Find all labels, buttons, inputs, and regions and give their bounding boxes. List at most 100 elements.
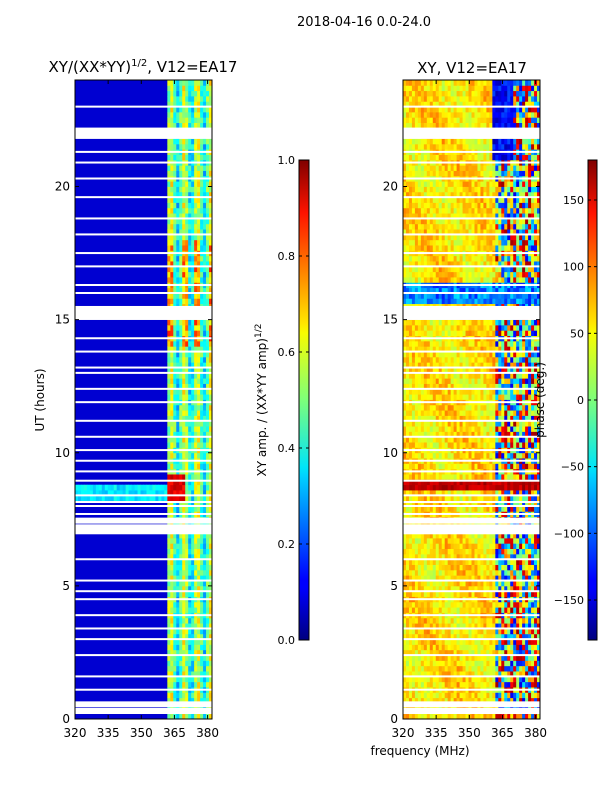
- amplitude-cell: [203, 484, 207, 491]
- amplitude-cell: [194, 569, 198, 576]
- phase-cell: [447, 564, 452, 571]
- amplitude-cell: [200, 362, 204, 368]
- phase-cell: [450, 585, 455, 592]
- phase-cell: [423, 426, 428, 432]
- amplitude-cell: [176, 506, 180, 512]
- phase-cell: [486, 500, 490, 507]
- phase-cell: [411, 617, 416, 624]
- amplitude-cell: [191, 186, 195, 193]
- amplitude-cell: [206, 229, 210, 235]
- phase-cell: [471, 601, 475, 608]
- phase-cell: [513, 559, 517, 565]
- phase-cell: [483, 388, 487, 395]
- phase-cell: [453, 676, 458, 683]
- amplitude-cell: [209, 378, 212, 384]
- phase-cell: [498, 426, 502, 432]
- phase-cell: [447, 644, 452, 651]
- phase-cell: [429, 532, 434, 539]
- phase-cell: [468, 484, 472, 491]
- amplitude-cell: [197, 319, 201, 326]
- amplitude-cell: [203, 543, 207, 549]
- phase-cell: [450, 713, 455, 719]
- phase-cell: [468, 580, 472, 587]
- phase-cell: [462, 671, 466, 677]
- amplitude-cell: [194, 532, 198, 539]
- phase-cell: [483, 649, 487, 656]
- amplitude-cell: [197, 633, 201, 640]
- phase-cell: [492, 681, 496, 688]
- phase-cell: [480, 372, 484, 379]
- phase-cell: [438, 607, 443, 613]
- phase-cell: [403, 388, 407, 395]
- amplitude-cell: [170, 191, 174, 198]
- phase-cell: [531, 617, 535, 624]
- amplitude-cell: [140, 495, 144, 502]
- phase-cell: [432, 420, 437, 427]
- phase-cell: [495, 500, 499, 507]
- phase-cell: [486, 676, 490, 683]
- phase-cell: [456, 553, 460, 560]
- amplitude-cell: [116, 490, 121, 496]
- phase-cell: [471, 649, 475, 656]
- amplitude-cell: [203, 346, 207, 352]
- phase-cell: [531, 404, 535, 411]
- phase-cell: [438, 410, 443, 416]
- amplitude-cell: [203, 628, 207, 635]
- phase-cell: [513, 463, 517, 470]
- amplitude-cell: [179, 202, 183, 209]
- amplitude-cell: [170, 367, 174, 374]
- amplitude-cell: [209, 591, 212, 597]
- phase-cell: [516, 607, 520, 613]
- amplitude-cell: [167, 671, 171, 677]
- amplitude-cell: [182, 548, 186, 555]
- amplitude-colorbar-tick-label: 0.8: [278, 250, 296, 263]
- amplitude-cell: [200, 154, 204, 161]
- phase-cell: [501, 436, 505, 443]
- amplitude-cell: [191, 218, 195, 225]
- amplitude-cell: [173, 85, 177, 92]
- amplitude-cell: [119, 495, 124, 502]
- phase-cell: [417, 569, 422, 576]
- phase-cell: [405, 404, 410, 411]
- phase-cell: [480, 495, 484, 502]
- amplitude-cell: [206, 442, 210, 448]
- phase-cell: [471, 490, 475, 496]
- phase-cell: [483, 681, 487, 688]
- amplitude-cell: [179, 676, 183, 683]
- phase-cell: [438, 420, 443, 427]
- flagged-row: [75, 638, 212, 641]
- phase-cell: [411, 532, 416, 539]
- phase-cell: [432, 628, 437, 635]
- amplitude-cell: [170, 80, 174, 86]
- amplitude-cell: [191, 479, 195, 486]
- amplitude-cell: [191, 106, 195, 113]
- phase-cell: [456, 644, 460, 651]
- amplitude-cell: [209, 394, 212, 400]
- amplitude-cell: [191, 617, 195, 624]
- phase-cell: [489, 553, 493, 560]
- phase-cell: [489, 665, 493, 672]
- phase-cell: [417, 591, 422, 597]
- phase-cell: [477, 532, 481, 539]
- phase-cell: [468, 543, 472, 549]
- amplitude-cell: [194, 223, 198, 230]
- amplitude-cell: [167, 601, 171, 608]
- amplitude-cell: [185, 271, 189, 278]
- phase-cell: [465, 607, 469, 613]
- phase-cell: [450, 607, 455, 613]
- phase-cell: [486, 697, 490, 704]
- phase-cell: [483, 431, 487, 438]
- amplitude-cell: [182, 85, 186, 92]
- phase-cell: [420, 639, 425, 645]
- phase-cell: [435, 601, 440, 608]
- phase-cell: [423, 383, 428, 390]
- phase-cell: [423, 452, 428, 459]
- phase-cell: [453, 543, 458, 549]
- phase-cell: [501, 479, 505, 486]
- amplitude-cell: [182, 165, 186, 171]
- amplitude-cell: [167, 101, 171, 108]
- amplitude-cell: [206, 426, 210, 432]
- flagged-row: [75, 528, 212, 535]
- amplitude-cell: [182, 229, 186, 235]
- phase-cell: [411, 436, 416, 443]
